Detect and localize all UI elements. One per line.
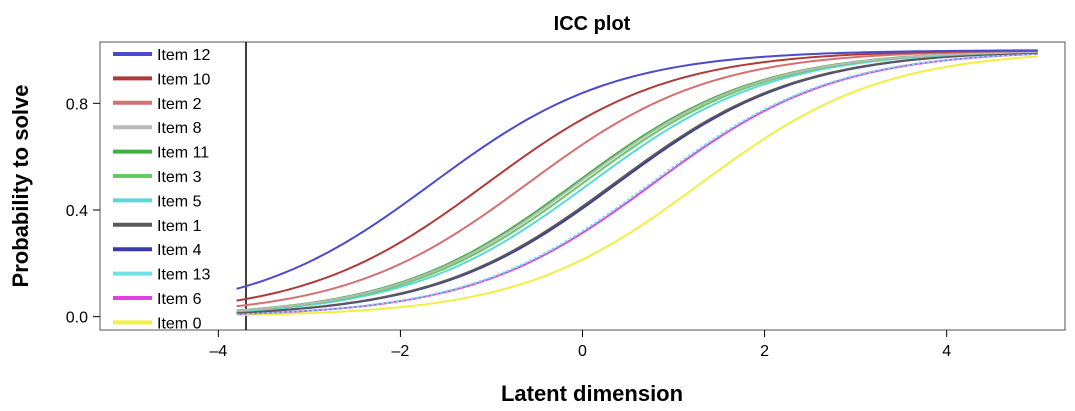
plot-area: 0.0 0.4 0.8 –4 –2 0 2 4 Item 12 Item 10 Item 2 Item…: [66, 41, 1066, 360]
legend-label: Item 12: [157, 47, 210, 64]
legend-label: Item 8: [157, 120, 202, 137]
legend-label: Item 11: [157, 145, 209, 162]
legend-label: Item 2: [157, 96, 202, 113]
x-tick-label: 4: [942, 343, 951, 360]
x-axis-label: Latent dimension: [501, 381, 683, 406]
legend-label: Item 3: [157, 169, 202, 186]
y-tick-label: 0.8: [66, 96, 88, 113]
y-tick-label: 0.0: [66, 310, 88, 327]
icc-curve-item-4: [236, 51, 1038, 314]
icc-curve-item-11: [236, 50, 1038, 312]
y-axis-label: Probability to solve: [8, 85, 33, 288]
icc-curve-item-1: [236, 51, 1038, 314]
x-tick-label: 2: [760, 343, 769, 360]
legend-label: Item 0: [157, 315, 202, 332]
icc-curve-item-5: [236, 50, 1038, 313]
legend-label: Item 4: [157, 242, 202, 259]
legend-label: Item 13: [157, 267, 210, 284]
x-tick-label: –4: [209, 343, 227, 360]
legend-label: Item 5: [157, 193, 202, 210]
legend-label: Item 1: [157, 218, 202, 235]
y-tick-label: 0.4: [66, 203, 88, 220]
x-tick-label: –2: [392, 343, 410, 360]
chart-title: ICC plot: [554, 13, 631, 35]
legend-label: Item 6: [157, 291, 202, 308]
x-tick-label: 0: [578, 343, 587, 360]
icc-curve-item-10: [236, 49, 1038, 302]
legend-label: Item 10: [157, 71, 210, 88]
icc-curve-item-12: [236, 49, 1038, 290]
icc-curve-item-13: [236, 52, 1038, 315]
icc-curve-item-3: [236, 50, 1038, 312]
icc-curve-item-2: [236, 49, 1038, 308]
icc-curve-item-8: [236, 50, 1038, 312]
icc-curve-item-0: [236, 55, 1038, 317]
